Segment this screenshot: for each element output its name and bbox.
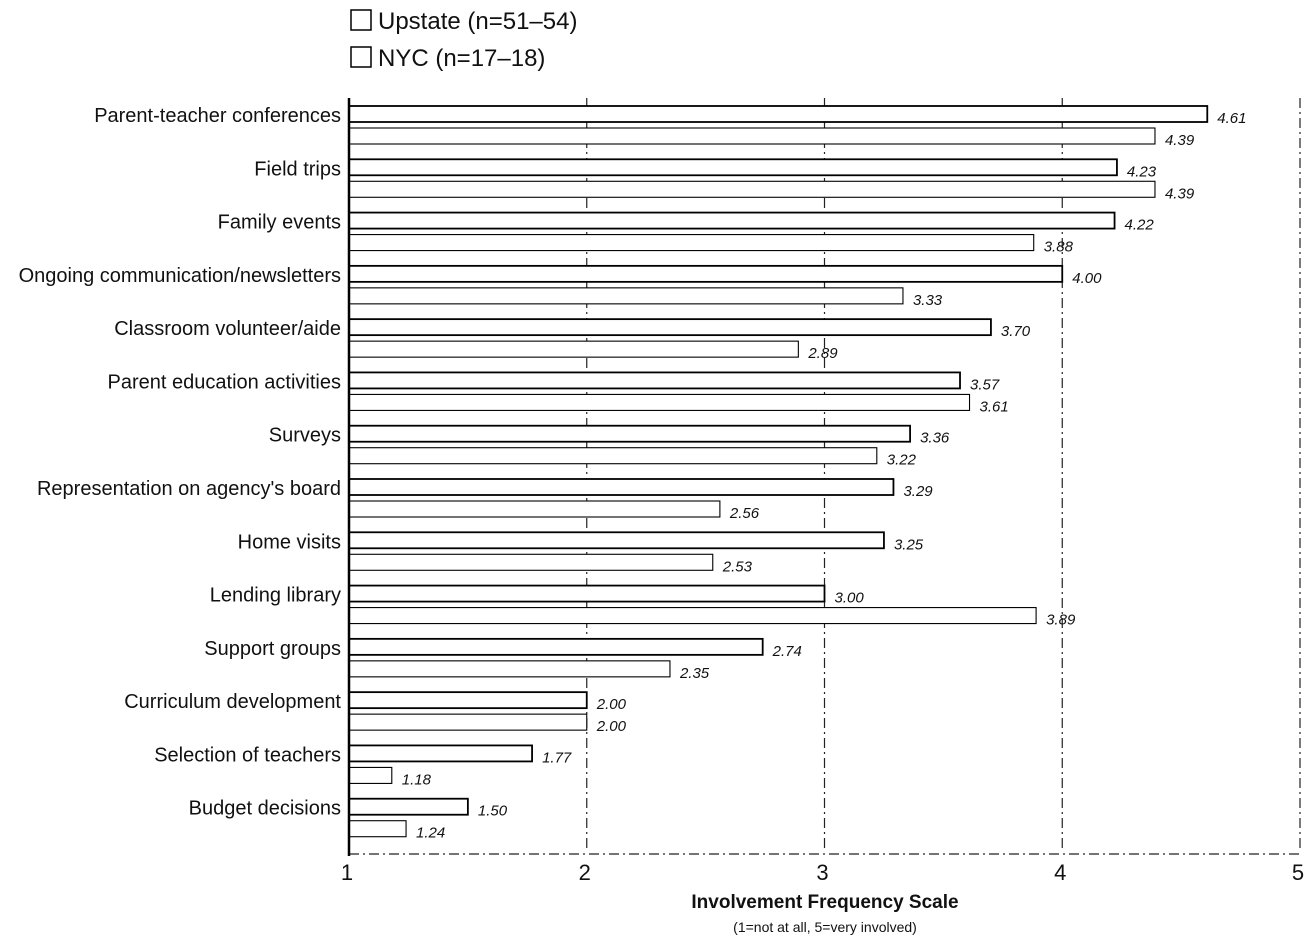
bar	[348, 766, 393, 784]
category-label: Support groups	[204, 638, 341, 660]
bar	[348, 180, 1156, 198]
data-label: 3.70	[1001, 323, 1031, 340]
category-label: Home visits	[238, 531, 341, 553]
data-label: 3.57	[970, 376, 1000, 393]
data-label: 2.35	[679, 665, 710, 682]
data-label: 1.77	[542, 749, 572, 766]
bar	[348, 691, 588, 710]
bar	[348, 607, 1037, 625]
legend: Upstate (n=51–54) NYC (n=17–18)	[350, 8, 577, 72]
category-labels: Parent-teacher conferences Field trips Fam…	[19, 105, 342, 820]
category-label: Family events	[218, 212, 341, 234]
bar	[348, 500, 721, 518]
legend-swatch	[350, 9, 372, 31]
bar	[348, 424, 911, 443]
data-label: 1.24	[416, 825, 445, 842]
data-label: 1.18	[402, 771, 432, 788]
category-label: Ongoing communication/newsletters	[19, 265, 341, 287]
bar	[348, 744, 533, 763]
legend-label: NYC (n=17–18)	[378, 45, 545, 72]
category-label: Parent-teacher conferences	[94, 105, 341, 127]
category-label: Representation on agency's board	[37, 478, 341, 500]
category-label: Field trips	[254, 158, 341, 180]
x-tick-label: 1	[341, 860, 353, 885]
bar	[348, 820, 407, 838]
bar	[348, 797, 469, 816]
bar	[348, 637, 764, 656]
data-label: 3.88	[1044, 239, 1074, 256]
bar	[348, 127, 1156, 145]
category-label: Curriculum development	[124, 691, 341, 713]
category-label: Classroom volunteer/aide	[114, 318, 341, 340]
x-tick-label: 3	[816, 860, 828, 885]
data-label: 2.74	[772, 643, 802, 660]
category-label: Budget decisions	[189, 798, 341, 820]
data-label: 2.00	[596, 718, 627, 735]
data-label: 4.39	[1165, 132, 1195, 149]
bar	[348, 287, 904, 305]
x-tick-label: 5	[1292, 860, 1304, 885]
category-label: Lending library	[210, 585, 341, 607]
data-label: 3.36	[920, 430, 950, 447]
legend-swatch	[350, 46, 372, 68]
bars: 4.61 4.39 4.23 4.39 4.22 3.88 4.00 3.33 3.70 2.89…	[348, 105, 1246, 842]
data-label: 4.39	[1165, 185, 1195, 202]
bar	[348, 340, 799, 358]
x-tick-label: 2	[579, 860, 591, 885]
data-label: 3.61	[980, 398, 1009, 415]
bar	[348, 393, 971, 411]
data-label: 4.23	[1127, 163, 1157, 180]
bar	[348, 158, 1118, 177]
bar	[348, 318, 992, 337]
data-label: 3.29	[903, 483, 933, 500]
data-label: 4.61	[1217, 110, 1246, 127]
data-label: 3.00	[835, 590, 865, 607]
bar	[348, 264, 1064, 283]
bar	[348, 553, 714, 571]
bar	[348, 584, 826, 603]
bar	[348, 105, 1209, 123]
x-axis-note: (1=not at all, 5=very involved)	[733, 919, 917, 935]
bar	[348, 713, 588, 731]
x-tick-label: 4	[1054, 860, 1066, 885]
bar	[348, 447, 878, 465]
bar	[348, 478, 895, 496]
category-label: Parent education activities	[108, 371, 341, 393]
x-axis-label: Involvement Frequency Scale	[691, 892, 958, 913]
bar	[348, 660, 671, 678]
data-label: 3.22	[887, 452, 917, 469]
data-label: 2.53	[722, 558, 753, 575]
data-label: 4.22	[1125, 217, 1155, 234]
bar	[348, 211, 1116, 230]
bar	[348, 531, 885, 550]
bar	[348, 371, 961, 390]
data-label: 4.00	[1072, 270, 1102, 287]
category-label: Surveys	[269, 425, 341, 447]
data-label: 3.33	[913, 292, 943, 309]
data-label: 3.89	[1046, 612, 1076, 629]
legend-label: Upstate (n=51–54)	[378, 8, 577, 35]
data-label: 2.89	[807, 345, 838, 362]
data-label: 2.56	[729, 505, 760, 522]
category-label: Selection of teachers	[154, 744, 341, 766]
data-label: 1.50	[478, 803, 508, 820]
bar	[348, 234, 1035, 252]
data-label: 3.25	[894, 536, 924, 553]
gridlines	[349, 98, 1301, 855]
x-tick-labels: 1 2 3 4 5	[341, 860, 1304, 885]
data-label: 2.00	[596, 696, 627, 713]
